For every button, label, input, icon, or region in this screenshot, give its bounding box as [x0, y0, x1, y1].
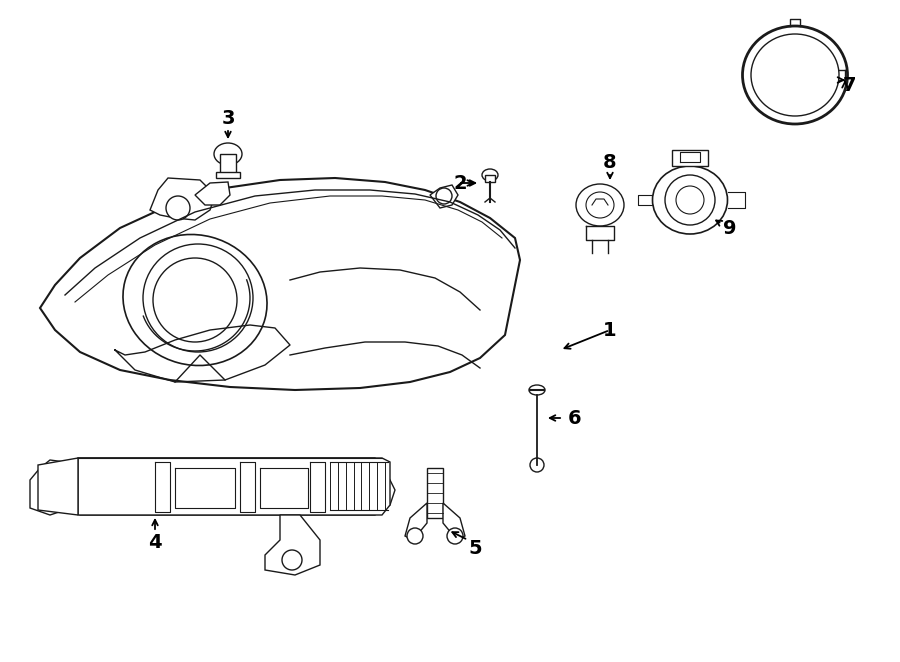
Polygon shape — [265, 515, 320, 575]
Polygon shape — [68, 458, 395, 515]
Circle shape — [530, 458, 544, 472]
Circle shape — [665, 175, 715, 225]
Text: 5: 5 — [468, 538, 482, 557]
Circle shape — [436, 188, 452, 204]
Text: 2: 2 — [454, 173, 467, 193]
Polygon shape — [672, 150, 708, 166]
Circle shape — [282, 550, 302, 570]
Polygon shape — [430, 185, 458, 208]
Text: 7: 7 — [843, 75, 857, 95]
Circle shape — [407, 528, 423, 544]
Polygon shape — [216, 172, 240, 178]
Polygon shape — [427, 468, 443, 518]
Ellipse shape — [529, 385, 545, 395]
Ellipse shape — [482, 169, 498, 181]
Ellipse shape — [751, 34, 839, 116]
Text: 4: 4 — [148, 532, 162, 551]
Ellipse shape — [652, 166, 727, 234]
Ellipse shape — [214, 143, 242, 165]
Ellipse shape — [742, 26, 848, 124]
Ellipse shape — [123, 234, 267, 365]
Polygon shape — [30, 460, 80, 515]
Text: 8: 8 — [603, 152, 616, 171]
Circle shape — [47, 478, 67, 498]
Polygon shape — [40, 178, 520, 390]
Polygon shape — [443, 503, 465, 540]
Ellipse shape — [143, 244, 253, 352]
Text: 3: 3 — [221, 109, 235, 128]
Circle shape — [153, 258, 237, 342]
Polygon shape — [405, 503, 427, 540]
Circle shape — [166, 196, 190, 220]
Circle shape — [447, 528, 463, 544]
Polygon shape — [195, 182, 230, 205]
Polygon shape — [220, 154, 236, 174]
Ellipse shape — [586, 192, 614, 218]
Polygon shape — [38, 458, 78, 515]
Polygon shape — [150, 178, 215, 220]
Text: 1: 1 — [603, 320, 616, 340]
Text: 9: 9 — [724, 218, 737, 238]
Polygon shape — [78, 458, 390, 515]
Text: 6: 6 — [568, 408, 581, 428]
Ellipse shape — [576, 184, 624, 226]
Polygon shape — [485, 175, 495, 182]
Circle shape — [676, 186, 704, 214]
